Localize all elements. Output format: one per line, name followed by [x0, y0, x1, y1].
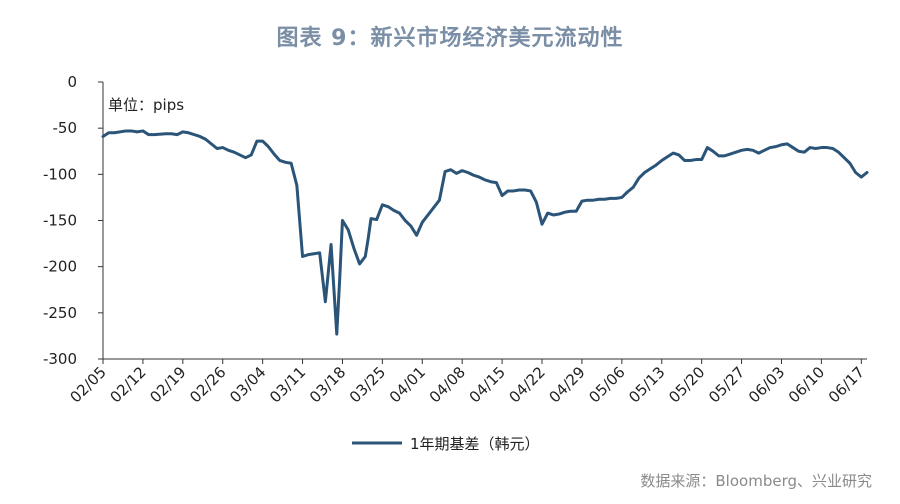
- x-tick-label: 02/19: [146, 363, 189, 406]
- chart-title: 图表 9：新兴市场经济美元流动性: [276, 26, 624, 51]
- x-tick-label: 03/11: [266, 363, 309, 406]
- x-tick-label: 06/10: [785, 363, 828, 406]
- x-tick-label: 04/15: [466, 363, 509, 406]
- source-note: 数据来源：Bloomberg、兴业研究: [640, 472, 872, 490]
- y-tick-label: -200: [43, 258, 77, 276]
- axes: [102, 82, 867, 360]
- x-tick-label: 06/03: [745, 363, 788, 406]
- y-tick-label: -250: [43, 304, 77, 322]
- x-tick-label: 05/27: [705, 363, 748, 406]
- unit-label: 单位：pips: [108, 96, 184, 114]
- x-tick-label: 03/18: [306, 363, 349, 406]
- series-layer: [101, 129, 869, 336]
- x-tick-label: 02/26: [186, 363, 229, 406]
- y-tick-label: -150: [43, 212, 77, 230]
- x-tick-label: 03/04: [226, 363, 269, 406]
- y-tick-label: -50: [53, 119, 78, 137]
- y-axis-ticks: 0 -50 -100 -150 -200 -250 -300: [43, 73, 103, 368]
- x-tick-label: 04/22: [506, 363, 549, 406]
- x-tick-label: 05/06: [585, 363, 628, 406]
- x-tick-label: 02/05: [67, 363, 110, 406]
- y-tick-label: -100: [43, 165, 77, 183]
- legend-label: 1年期基差（韩元）: [410, 435, 540, 453]
- x-tick-label: 04/29: [545, 363, 588, 406]
- y-tick-label: 0: [67, 73, 77, 91]
- legend: 1年期基差（韩元）: [352, 435, 540, 453]
- series-line-krw-1y-basis: [101, 129, 869, 336]
- y-tick-label: -300: [43, 350, 77, 368]
- x-axis-ticks: 02/0502/1202/1902/2603/0403/1103/1803/25…: [67, 359, 868, 406]
- x-tick-label: 02/12: [106, 363, 149, 406]
- x-tick-label: 04/08: [426, 363, 469, 406]
- x-tick-label: 06/17: [825, 363, 868, 406]
- x-tick-label: 05/13: [625, 363, 668, 406]
- x-tick-label: 05/20: [665, 363, 708, 406]
- x-tick-label: 03/25: [346, 363, 389, 406]
- x-tick-label: 04/01: [386, 363, 429, 406]
